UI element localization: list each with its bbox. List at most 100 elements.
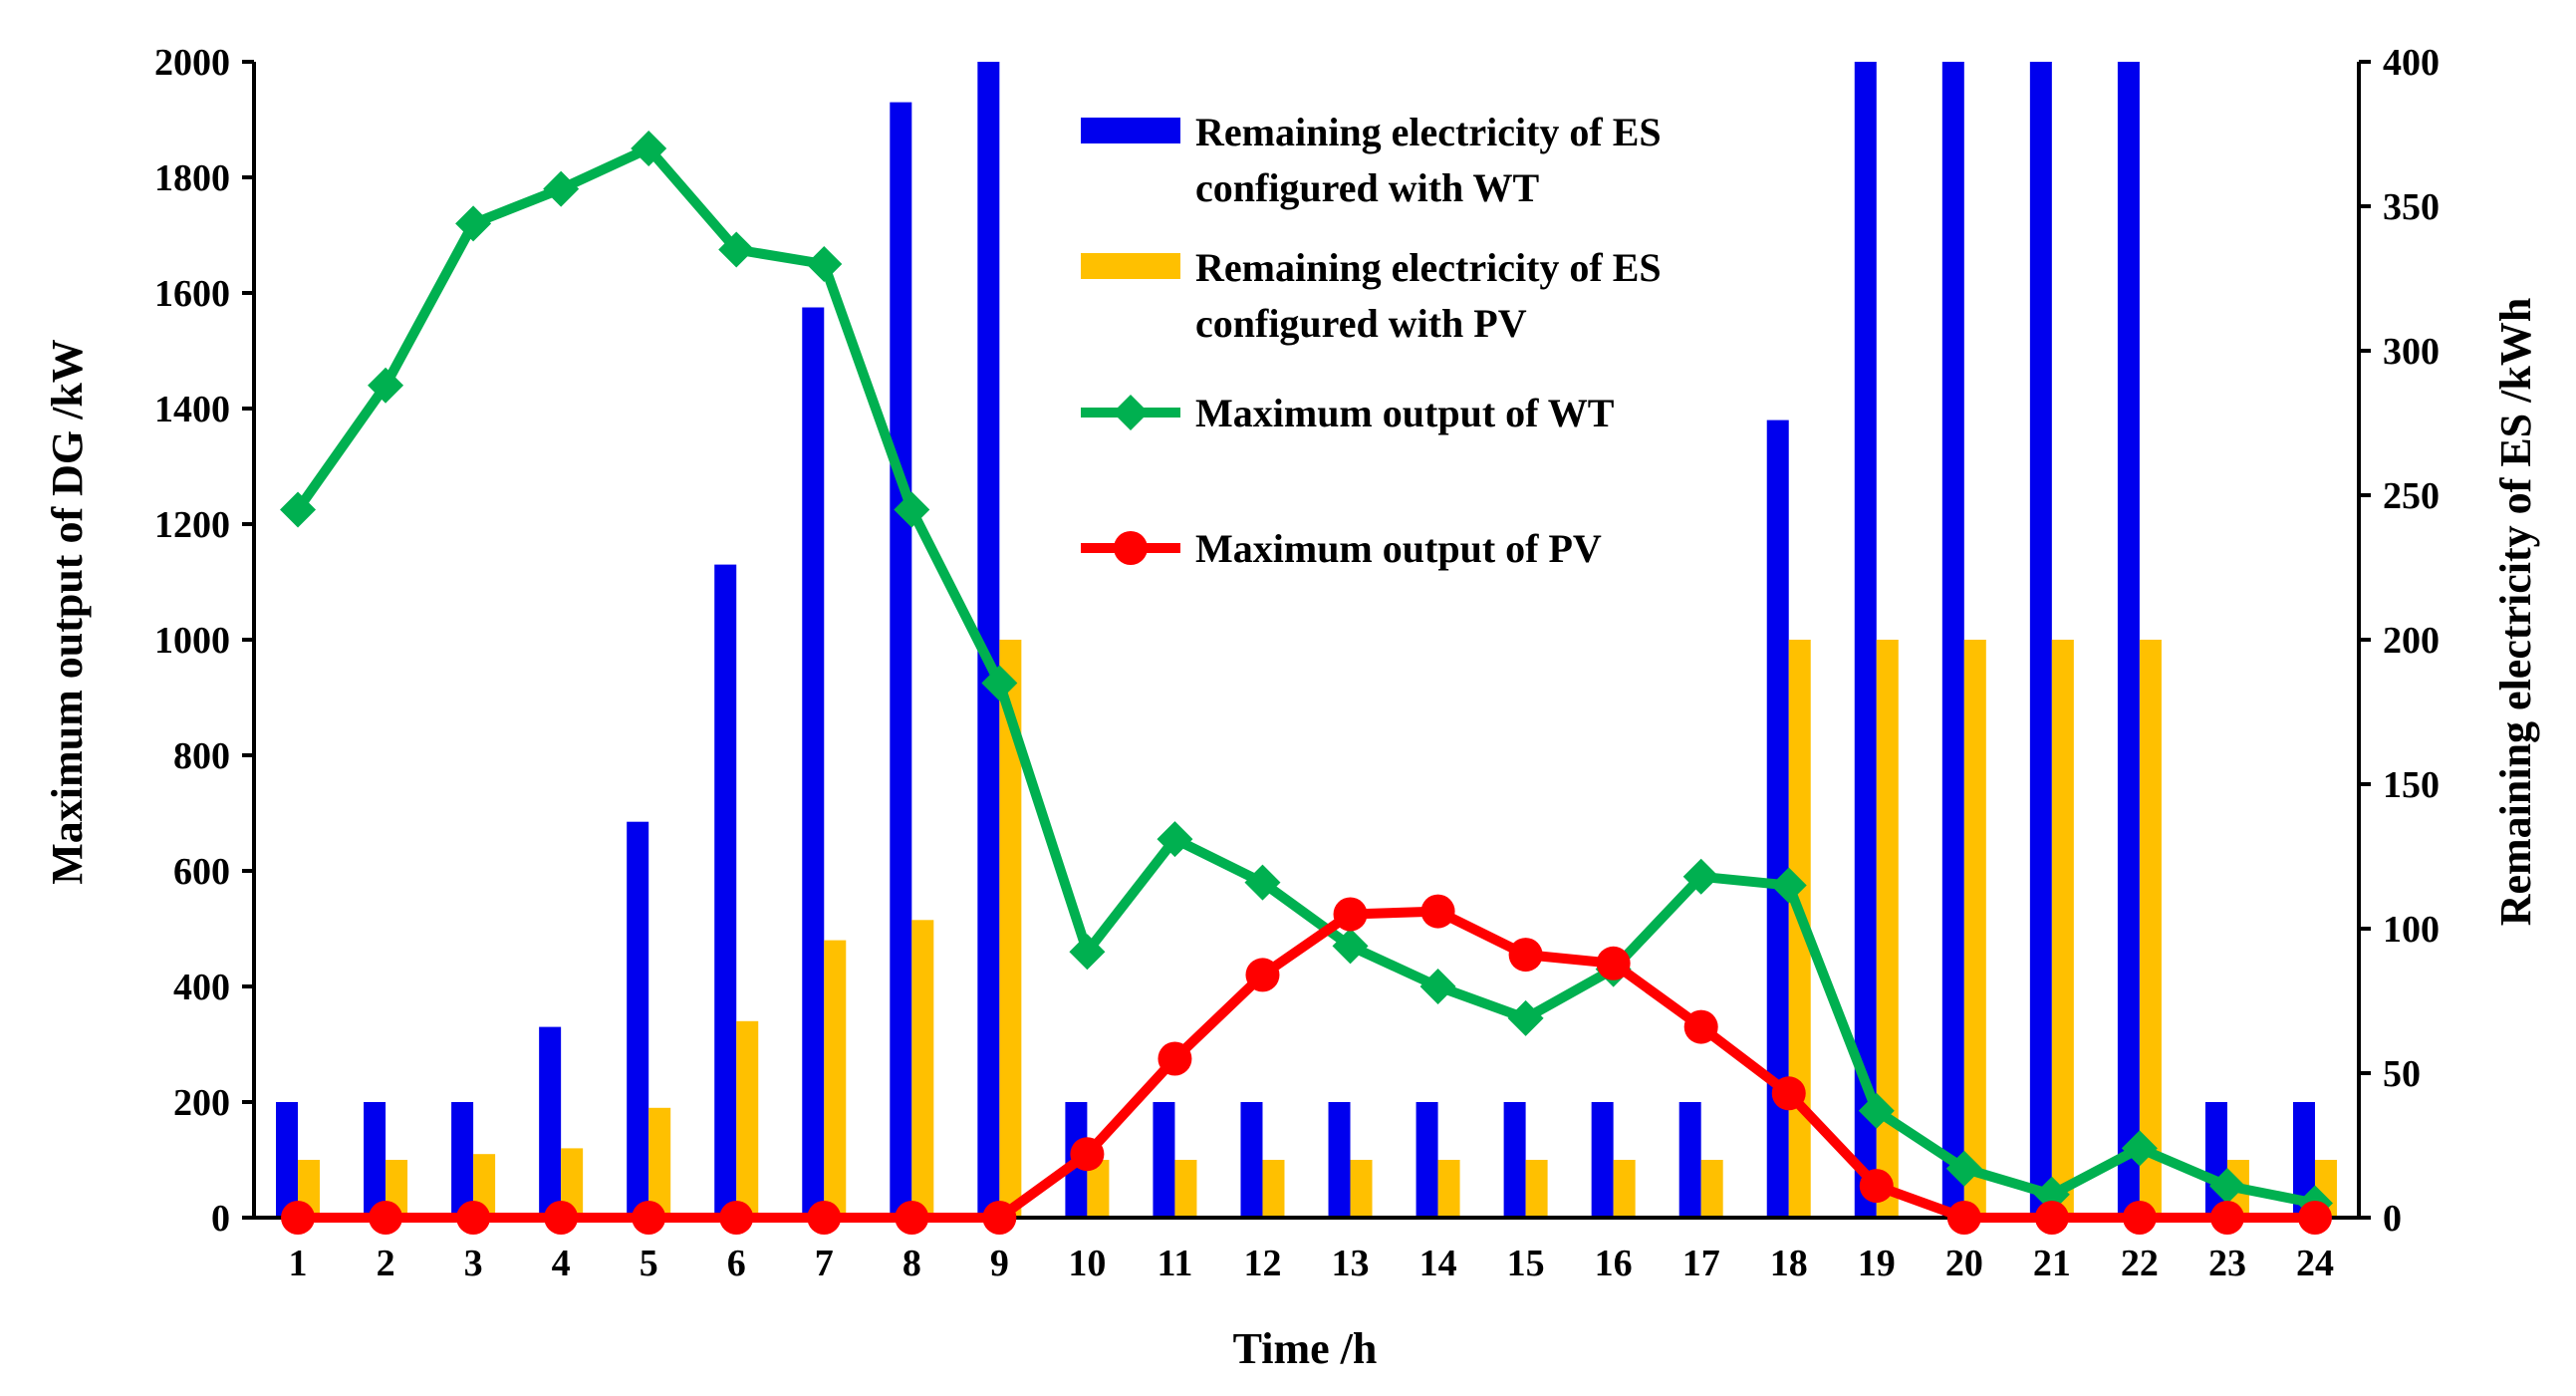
point-maximum-output-of-wt-2 (368, 367, 404, 404)
x-tick-label-24: 24 (2296, 1243, 2334, 1284)
point-maximum-output-of-wt-3 (455, 205, 492, 242)
point-maximum-output-of-pv-22 (2122, 1201, 2157, 1235)
point-maximum-output-of-pv-6 (719, 1201, 754, 1235)
bar-remaining-electricity-of-es-configured-with-wt-2 (364, 1102, 386, 1218)
bar-remaining-electricity-of-es-configured-with-wt-15 (1503, 1102, 1526, 1218)
bar-remaining-electricity-of-es-configured-with-pv-14 (1437, 1160, 1460, 1218)
x-axis-title: Time /h (1233, 1324, 1378, 1373)
point-maximum-output-of-pv-1 (281, 1201, 316, 1235)
point-maximum-output-of-pv-5 (632, 1201, 666, 1235)
legend-label-maximum-output-of-wt-0: Maximum output of WT (1195, 391, 1615, 435)
point-maximum-output-of-pv-15 (1508, 938, 1543, 973)
bar-remaining-electricity-of-es-configured-with-pv-16 (1613, 1160, 1636, 1218)
x-tick-label-6: 6 (727, 1243, 746, 1284)
bar-remaining-electricity-of-es-configured-with-wt-11 (1153, 1102, 1175, 1218)
bar-remaining-electricity-of-es-configured-with-pv-20 (1963, 640, 1986, 1218)
y-tick-label-400: 400 (173, 967, 230, 1008)
point-maximum-output-of-pv-7 (807, 1201, 842, 1235)
point-maximum-output-of-pv-20 (1946, 1201, 1981, 1235)
legend-swatch-marker-maximum-output-of-wt (1113, 395, 1149, 430)
bar-remaining-electricity-of-es-configured-with-wt-16 (1591, 1102, 1614, 1218)
bar-remaining-electricity-of-es-configured-with-pv-11 (1174, 1160, 1197, 1218)
point-maximum-output-of-wt-14 (1419, 969, 1456, 1004)
bar-remaining-electricity-of-es-configured-with-wt-12 (1240, 1102, 1263, 1218)
y-tick-label-1200: 1200 (154, 504, 230, 546)
bar-remaining-electricity-of-es-configured-with-pv-13 (1350, 1160, 1373, 1218)
bar-remaining-electricity-of-es-configured-with-pv-8 (911, 920, 934, 1218)
bar-remaining-electricity-of-es-configured-with-wt-22 (2117, 62, 2140, 1218)
point-maximum-output-of-wt-22 (2121, 1130, 2158, 1167)
bar-remaining-electricity-of-es-configured-with-pv-15 (1525, 1160, 1548, 1218)
legend-label-remaining-electricity-of-es-configured-with-wt-0: Remaining electricity of ES (1195, 110, 1662, 154)
y2-tick-label-400: 400 (2383, 42, 2440, 84)
y-tick-label-1800: 1800 (154, 157, 230, 199)
point-maximum-output-of-wt-17 (1682, 858, 1719, 895)
bar-remaining-electricity-of-es-configured-with-wt-5 (627, 821, 649, 1218)
bar-remaining-electricity-of-es-configured-with-pv-18 (1788, 640, 1811, 1218)
point-maximum-output-of-wt-10 (1069, 934, 1106, 971)
bar-remaining-electricity-of-es-configured-with-wt-18 (1766, 419, 1789, 1219)
point-maximum-output-of-wt-7 (806, 246, 843, 282)
y2-axis-title: Remaining electricity of ES /kWh (2491, 298, 2540, 927)
x-tick-label-9: 9 (990, 1243, 1009, 1284)
y2-tick-label-100: 100 (2383, 909, 2440, 951)
bar-remaining-electricity-of-es-configured-with-wt-4 (539, 1026, 562, 1218)
legend-label-remaining-electricity-of-es-configured-with-wt-1: configured with WT (1195, 165, 1540, 210)
bar-remaining-electricity-of-es-configured-with-wt-24 (2292, 1102, 2315, 1218)
x-tick-label-12: 12 (1243, 1243, 1281, 1284)
x-tick-label-23: 23 (2208, 1243, 2246, 1284)
x-tick-label-20: 20 (1945, 1243, 1983, 1284)
bar-remaining-electricity-of-es-configured-with-wt-3 (451, 1102, 474, 1218)
x-tick-label-1: 1 (289, 1243, 308, 1284)
x-tick-label-2: 2 (377, 1243, 395, 1284)
point-maximum-output-of-wt-19 (1858, 1092, 1895, 1129)
point-maximum-output-of-pv-17 (1683, 1009, 1718, 1044)
legend-label-maximum-output-of-pv-0: Maximum output of PV (1195, 526, 1602, 571)
point-maximum-output-of-pv-21 (2034, 1201, 2069, 1235)
y-tick-label-1600: 1600 (154, 273, 230, 315)
point-maximum-output-of-pv-3 (456, 1201, 491, 1235)
bar-remaining-electricity-of-es-configured-with-wt-1 (276, 1102, 299, 1218)
bar-remaining-electricity-of-es-configured-with-pv-6 (736, 1020, 759, 1218)
x-tick-label-8: 8 (902, 1243, 921, 1284)
x-tick-label-10: 10 (1068, 1243, 1106, 1284)
point-maximum-output-of-wt-8 (894, 491, 930, 528)
point-maximum-output-of-wt-13 (1332, 928, 1369, 965)
x-tick-label-11: 11 (1157, 1243, 1192, 1284)
bar-remaining-electricity-of-es-configured-with-wt-9 (977, 62, 1000, 1218)
y-tick-label-800: 800 (173, 735, 230, 777)
bar-remaining-electricity-of-es-configured-with-pv-21 (2051, 640, 2074, 1218)
bar-remaining-electricity-of-es-configured-with-pv-22 (2139, 640, 2162, 1218)
x-tick-label-5: 5 (640, 1243, 658, 1284)
bar-remaining-electricity-of-es-configured-with-wt-19 (1854, 62, 1877, 1218)
bar-remaining-electricity-of-es-configured-with-wt-13 (1328, 1102, 1351, 1218)
ticks-layer: 0200400600800100012001400160018002000050… (154, 42, 2440, 1284)
bar-remaining-electricity-of-es-configured-with-pv-10 (1087, 1160, 1110, 1218)
line-maximum-output-of-wt (293, 143, 2320, 1209)
bar-remaining-electricity-of-es-configured-with-wt-21 (2029, 62, 2052, 1218)
bar-remaining-electricity-of-es-configured-with-pv-4 (561, 1148, 584, 1218)
point-maximum-output-of-pv-19 (1859, 1169, 1894, 1204)
legend-label-remaining-electricity-of-es-configured-with-pv-1: configured with PV (1195, 301, 1527, 346)
bar-remaining-electricity-of-es-configured-with-wt-6 (714, 564, 737, 1218)
y-tick-label-600: 600 (173, 851, 230, 893)
x-tick-label-7: 7 (815, 1243, 834, 1284)
y2-tick-label-50: 50 (2383, 1053, 2421, 1095)
x-tick-label-4: 4 (552, 1243, 571, 1284)
bar-remaining-electricity-of-es-configured-with-wt-14 (1416, 1102, 1438, 1218)
x-tick-label-3: 3 (464, 1243, 483, 1284)
bar-remaining-electricity-of-es-configured-with-wt-7 (802, 307, 825, 1218)
point-maximum-output-of-pv-8 (895, 1201, 929, 1235)
point-maximum-output-of-wt-6 (718, 231, 755, 268)
point-maximum-output-of-pv-14 (1420, 894, 1455, 929)
point-maximum-output-of-pv-12 (1245, 958, 1280, 992)
bar-remaining-electricity-of-es-configured-with-wt-17 (1678, 1102, 1701, 1218)
x-tick-label-14: 14 (1419, 1243, 1457, 1284)
point-maximum-output-of-wt-5 (631, 131, 667, 166)
y-tick-label-200: 200 (173, 1082, 230, 1124)
point-maximum-output-of-pv-4 (544, 1201, 579, 1235)
legend-swatch-remaining-electricity-of-es-configured-with-wt (1081, 118, 1180, 143)
x-tick-label-17: 17 (1682, 1243, 1720, 1284)
y2-tick-label-150: 150 (2383, 764, 2440, 806)
y2-tick-label-250: 250 (2383, 475, 2440, 517)
